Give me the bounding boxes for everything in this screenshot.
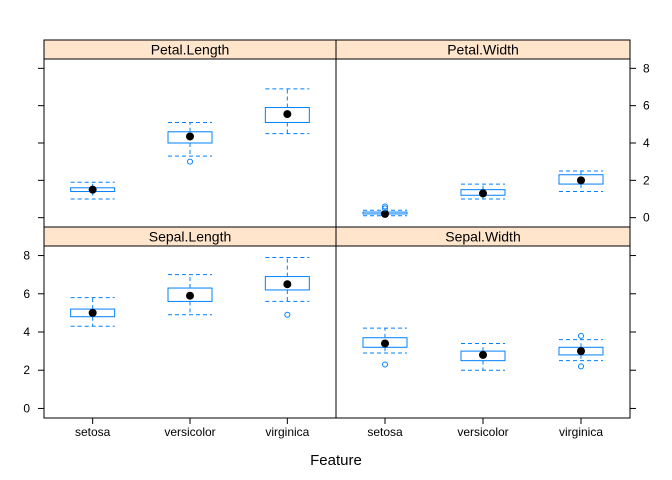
median-dot xyxy=(479,350,487,359)
x-axis-label: Feature xyxy=(310,452,362,469)
panel-sepal-width: Sepal.Width setosa versicolor virginica xyxy=(335,226,636,439)
median-dot xyxy=(88,185,97,194)
median-dot xyxy=(577,347,585,356)
box-setosa xyxy=(362,327,408,368)
box-virginica xyxy=(558,170,604,193)
median-dot xyxy=(479,189,487,198)
median-dot xyxy=(577,176,585,185)
x-tick-label-virginica: virginica xyxy=(559,425,603,439)
y-tick-label: 8 xyxy=(23,249,30,263)
box-setosa xyxy=(70,181,116,200)
y-tick-label: 6 xyxy=(643,99,650,113)
panel-frame xyxy=(335,245,631,419)
panels-layer: Petal.Length Petal.Width02468Sepal.Length… xyxy=(23,39,650,439)
strip-label: Sepal.Width xyxy=(445,229,520,245)
box-versicolor xyxy=(167,121,213,165)
box-setosa xyxy=(70,297,116,327)
strip-label: Petal.Width xyxy=(447,42,519,58)
outlier-point xyxy=(382,203,388,210)
outlier-point xyxy=(578,332,584,339)
median-dot xyxy=(186,291,194,300)
x-tick-label-versicolor: versicolor xyxy=(457,425,508,439)
outlier-point xyxy=(284,311,291,318)
y-tick-label: 6 xyxy=(23,287,30,301)
panel-frame xyxy=(43,245,337,419)
median-dot xyxy=(88,308,97,317)
outlier-point xyxy=(382,361,388,368)
panel-petal-length: Petal.Length xyxy=(38,39,337,228)
median-dot xyxy=(381,339,389,348)
strip-label: Petal.Length xyxy=(151,42,230,58)
box-versicolor xyxy=(460,342,506,371)
box-virginica xyxy=(264,88,310,135)
panel-petal-width: Petal.Width 0 2 4 6 8 xyxy=(335,39,650,228)
y-tick-label: 2 xyxy=(23,363,30,377)
y-tick-label: 0 xyxy=(23,401,30,415)
median-dot xyxy=(186,132,194,141)
median-dot xyxy=(283,280,292,289)
median-dot xyxy=(283,110,292,119)
y-tick-label: 4 xyxy=(643,136,650,150)
outlier-point xyxy=(382,205,388,212)
strip-label: Sepal.Length xyxy=(149,229,232,245)
y-tick-label: 2 xyxy=(643,173,650,187)
panel-sepal-length: Sepal.Length 0 2 4 6 8 setosa versicolor virgini… xyxy=(23,226,337,439)
box-versicolor xyxy=(167,274,213,316)
x-tick-label-setosa: setosa xyxy=(367,425,403,439)
median-dot xyxy=(381,209,389,218)
x-tick-label-versicolor: versicolor xyxy=(164,425,215,439)
box-virginica xyxy=(558,332,604,370)
outlier-point xyxy=(578,363,584,370)
box-versicolor xyxy=(460,183,506,200)
box-setosa xyxy=(362,203,408,218)
y-tick-label: 4 xyxy=(23,325,30,339)
box-virginica xyxy=(264,256,310,318)
panel-frame xyxy=(335,58,631,228)
outlier-point xyxy=(187,158,193,165)
x-tick-label-setosa: setosa xyxy=(75,425,111,439)
y-tick-label: 0 xyxy=(643,211,650,225)
y-tick-label: 8 xyxy=(643,61,650,75)
x-tick-label-virginica: virginica xyxy=(265,425,309,439)
